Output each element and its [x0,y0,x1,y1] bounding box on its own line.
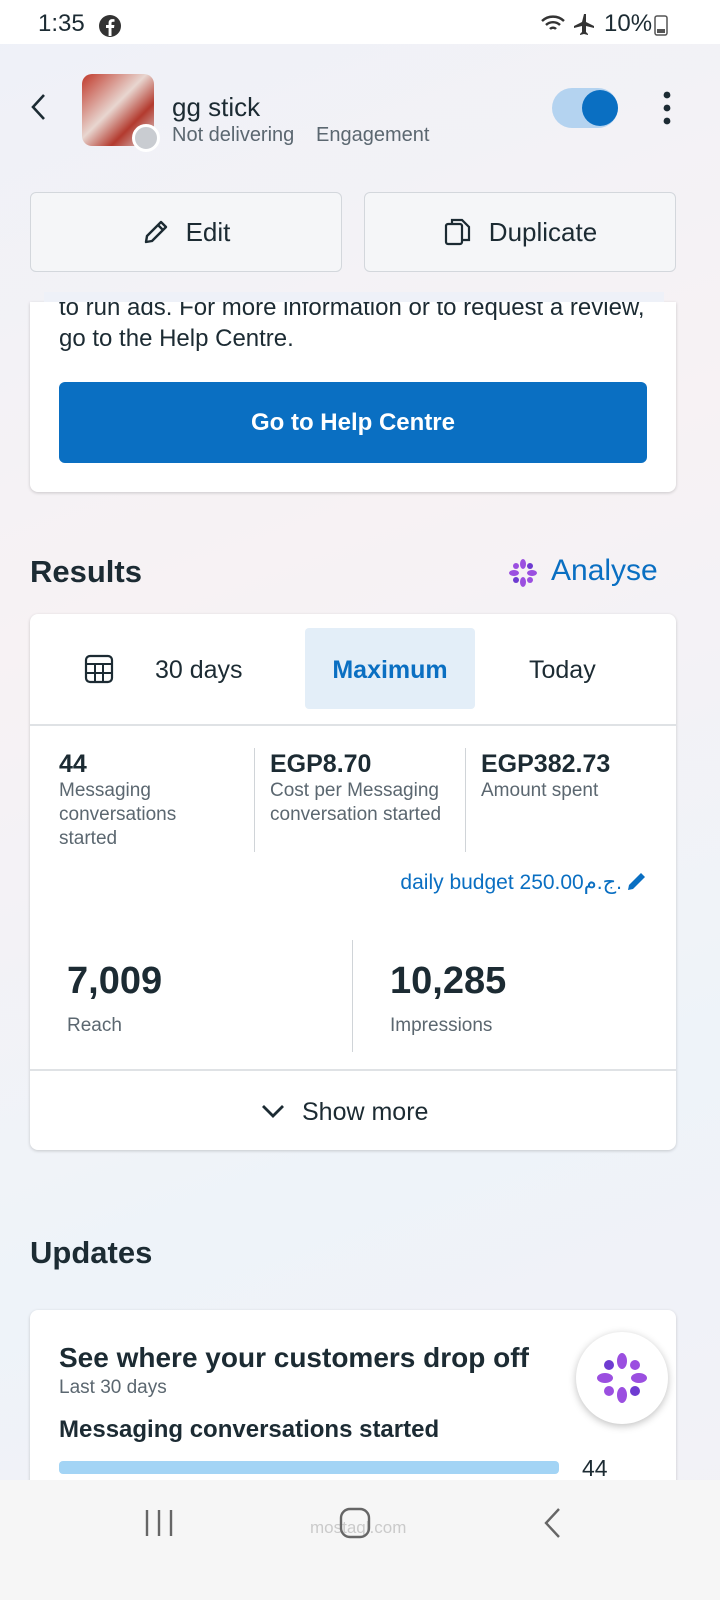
watermark: mostaql.com [310,1518,407,1537]
analyse-link[interactable]: Analyse [551,554,658,587]
duplicate-label: Duplicate [488,216,598,247]
tab-selected[interactable]: Maximum [332,656,448,684]
status-dot [132,124,160,152]
help-centre-button[interactable]: Go to Help Centre [59,382,647,463]
battery-icon [654,15,668,36]
delivery-toggle[interactable] [552,88,618,128]
more-menu[interactable] [660,90,674,126]
edit-budget-icon[interactable] [626,870,648,892]
impressions-label: Impressions [390,1015,493,1036]
analyse-icon [509,559,537,587]
home-button[interactable] [338,1506,372,1540]
tab[interactable]: Today [529,656,596,684]
delivery-status: Not delivering [172,124,295,146]
help-centre-label: Go to Help Centre [250,408,455,436]
daily-budget[interactable]: daily budget 250.00ج.م. [400,871,622,894]
metric-value: EGP8.70 [270,750,372,778]
show-more[interactable]: Show more [302,1098,429,1126]
recent-apps[interactable] [144,1508,174,1538]
assistant-button[interactable] [576,1332,668,1424]
metric-label: Cost per Messaging conversation started [270,780,442,825]
edit-label: Edit [185,216,231,247]
funnel-metric: Messaging conversations started [59,1416,440,1443]
battery-level: 10% [604,10,653,37]
objective: Engagement [316,124,430,146]
edit-button[interactable]: Edit [30,192,342,272]
updates-title: Updates [30,1235,153,1270]
updates-card [30,1310,676,1510]
back-button[interactable] [28,92,50,122]
metric-label: Amount spent [481,780,599,801]
reach-label: Reach [67,1015,122,1036]
card-title: See where your customers drop off [59,1342,529,1373]
funnel-bar [59,1461,559,1474]
status-icons [541,14,594,35]
calendar-icon[interactable] [84,654,114,684]
chevron-down [262,1105,284,1118]
tab[interactable]: 30 days [155,656,243,684]
duplicate-button[interactable]: Duplicate [364,192,676,272]
ad-name: gg stick [172,92,261,122]
metric-value: 44 [59,750,87,778]
impressions-value: 10,285 [390,960,507,1002]
metric-value: EGP382.73 [481,750,611,778]
results-title: Results [30,554,142,589]
time: 1:35 [38,10,85,37]
reach-value: 7,009 [67,960,163,1002]
funnel-value: 44 [582,1455,608,1481]
metric-label: Messaging conversations started [59,780,177,849]
period: Last 30 days [59,1377,167,1398]
facebook-icon [99,15,121,37]
nav-bar [0,1480,720,1600]
back-nav[interactable] [542,1506,564,1540]
